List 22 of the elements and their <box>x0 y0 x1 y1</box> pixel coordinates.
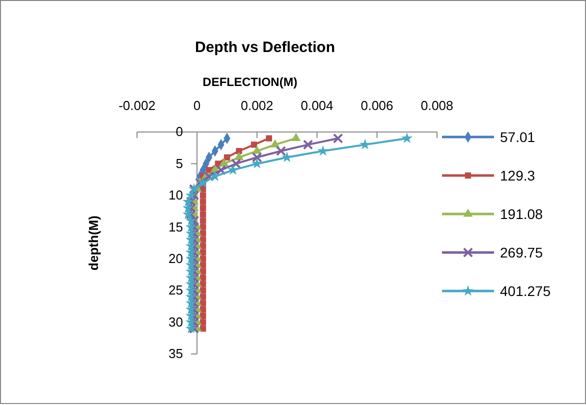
legend-label: 57.01 <box>500 129 536 145</box>
x-tick-label: 0.004 <box>300 98 334 113</box>
y-tick-label: 0 <box>176 124 183 140</box>
chart-title: Depth vs Deflection <box>194 39 336 56</box>
x-tick-label: -0.002 <box>118 98 156 113</box>
legend-label: 129.3 <box>500 168 536 184</box>
y-tick-label: 25 <box>168 282 183 298</box>
x-tick-label: 0.006 <box>360 98 394 113</box>
x-axis-title: DEFLECTION(M) <box>202 75 298 89</box>
y-tick-label: 15 <box>168 219 183 234</box>
y-tick-label: 20 <box>168 251 183 266</box>
y-tick-label: 10 <box>168 188 183 203</box>
legend-label: 269.75 <box>500 244 544 260</box>
y-tick-label: 30 <box>168 314 183 330</box>
legend-label: 401.275 <box>500 283 551 299</box>
legend-label: 191.08 <box>500 206 544 222</box>
x-tick-label: 0.002 <box>240 98 274 113</box>
y-tick-label: 35 <box>168 346 183 362</box>
y-tick-label: 5 <box>176 156 183 171</box>
y-axis-title: depth(M) <box>86 216 101 270</box>
x-tick-label: 0.008 <box>420 98 454 113</box>
x-tick-label: 0 <box>193 98 201 113</box>
